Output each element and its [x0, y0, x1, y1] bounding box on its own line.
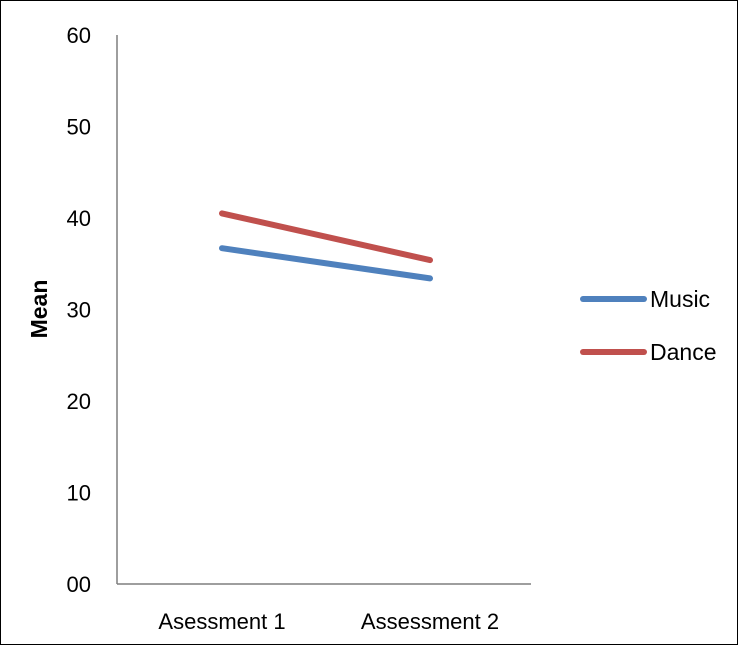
y-tick-label: 40 [67, 206, 91, 231]
x-tick-label: Asessment 1 [158, 609, 285, 634]
y-tick-label: 10 [67, 481, 91, 506]
series-lines [219, 210, 433, 282]
y-tick-label: 30 [67, 298, 91, 323]
legend-label-dance: Dance [650, 339, 716, 365]
x-tick-label: Assessment 2 [361, 609, 499, 634]
y-tick-label: 50 [67, 115, 91, 140]
x-tick-labels: Asessment 1 Assessment 2 [158, 609, 499, 634]
y-tick-labels: 00 10 20 30 40 50 60 [67, 23, 91, 597]
legend-label-music: Music [650, 286, 710, 312]
y-tick-label: 60 [67, 23, 91, 48]
y-tick-label: 00 [67, 572, 91, 597]
y-axis-title: Mean [26, 280, 52, 339]
series-line-music [219, 245, 433, 282]
series-line-dance [219, 210, 433, 264]
legend: Music Dance [580, 286, 716, 365]
axes [116, 35, 531, 585]
y-tick-label: 20 [67, 389, 91, 414]
